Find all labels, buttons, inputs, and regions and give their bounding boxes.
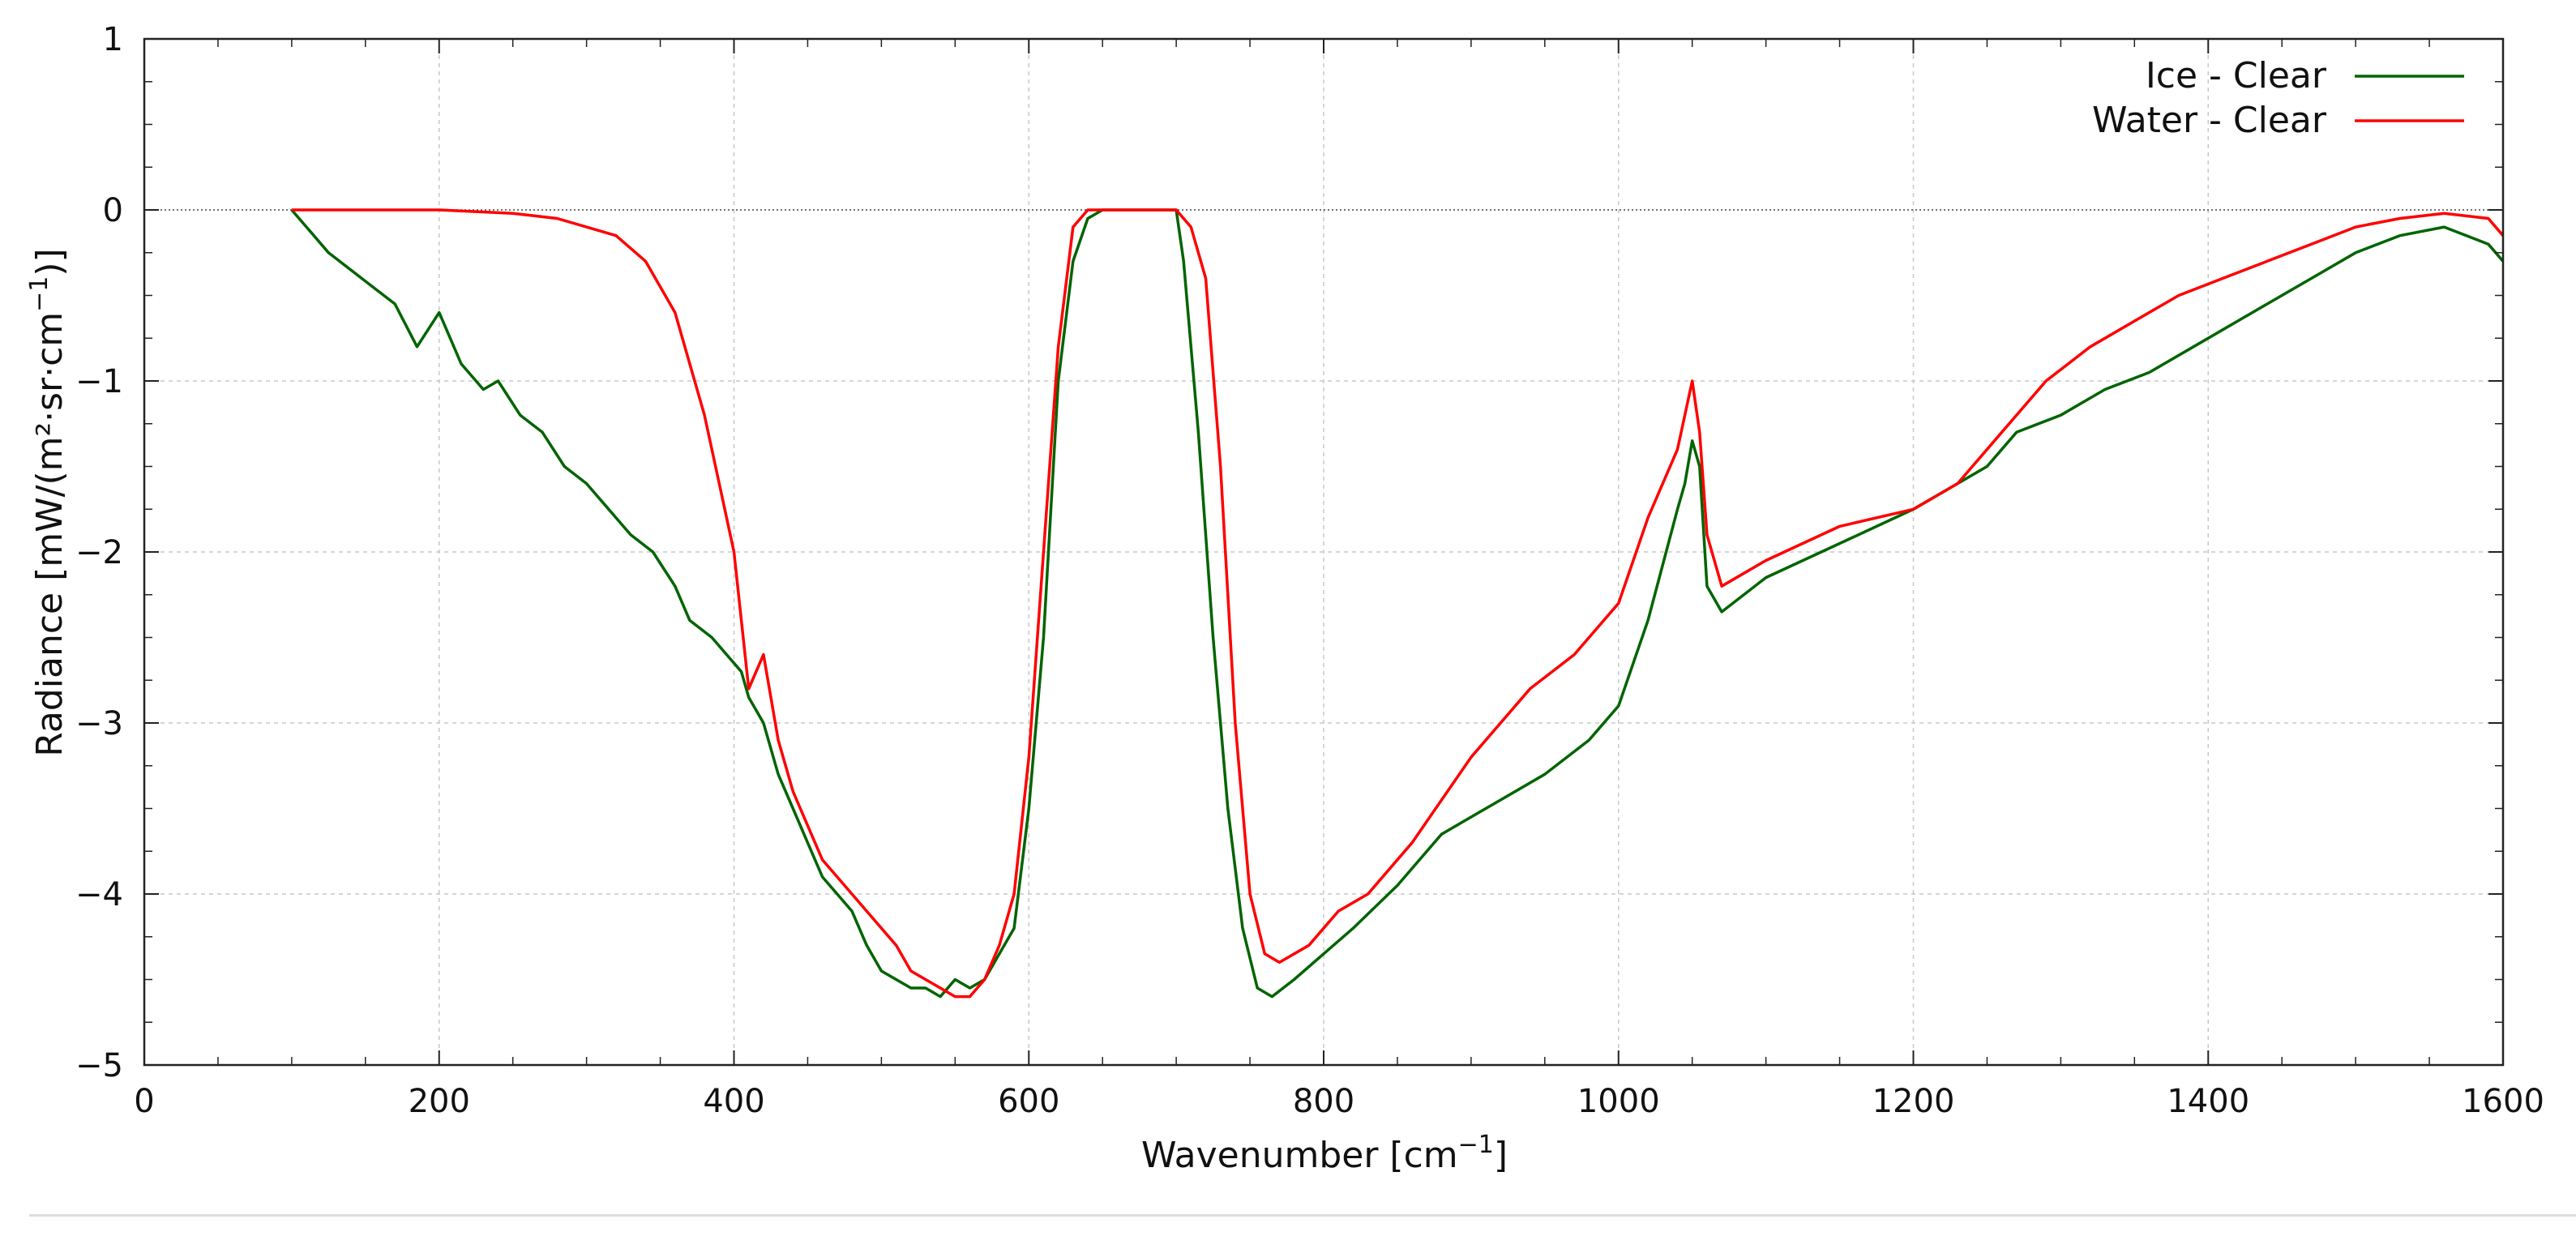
x-axis-title-main: Wavenumber [cm	[1141, 1135, 1458, 1176]
x-tick-label: 200	[409, 1083, 470, 1120]
y-tick-label: 1	[103, 21, 123, 58]
legend: Ice - Clear Water - Clear	[2092, 55, 2464, 141]
x-tick-label: 600	[998, 1083, 1059, 1120]
series-layer	[290, 208, 2505, 999]
grid-lines	[144, 39, 2503, 1065]
y-axis-title: Radiance [mW/(m²·sr·cm−1)]	[25, 248, 71, 756]
x-tick-label: 0	[134, 1083, 154, 1120]
y-tick-label: −5	[75, 1047, 123, 1084]
y-axis-title-end: )]	[29, 248, 71, 276]
series-line-water-clear	[291, 208, 2505, 999]
x-tick-label: 1000	[1577, 1083, 1660, 1120]
x-tick-label: 1600	[2462, 1083, 2544, 1120]
legend-label-ice: Ice - Clear	[2146, 55, 2327, 96]
y-tick-label: −3	[75, 705, 123, 742]
y-tick-label: −4	[75, 876, 123, 913]
series-line-ice-clear	[290, 208, 2505, 999]
x-axis-title-end: ]	[1494, 1135, 1508, 1176]
y-axis-title-sup: −1	[25, 276, 53, 312]
x-tick-label: 400	[703, 1083, 764, 1120]
x-tick-label: 1400	[2167, 1083, 2249, 1120]
x-tick-label: 1200	[1872, 1083, 1955, 1120]
y-tick-label: −1	[75, 363, 123, 400]
y-axis-title-main: Radiance [mW/(m²·sr·cm	[29, 312, 71, 757]
bottom-divider	[29, 1214, 2576, 1217]
y-tick-label: 0	[103, 192, 123, 229]
x-tick-label: 800	[1293, 1083, 1354, 1120]
x-axis-title: Wavenumber [cm−1]	[1141, 1131, 1508, 1176]
y-tick-label: −2	[75, 534, 123, 571]
axis-ticks: 0 200 400 600 800 1000 1200 1400 1600 1 0 −1 −2 −3 −4 −…	[75, 21, 2544, 1120]
legend-label-water: Water - Clear	[2092, 100, 2327, 141]
x-axis-title-sup: −1	[1458, 1131, 1494, 1159]
